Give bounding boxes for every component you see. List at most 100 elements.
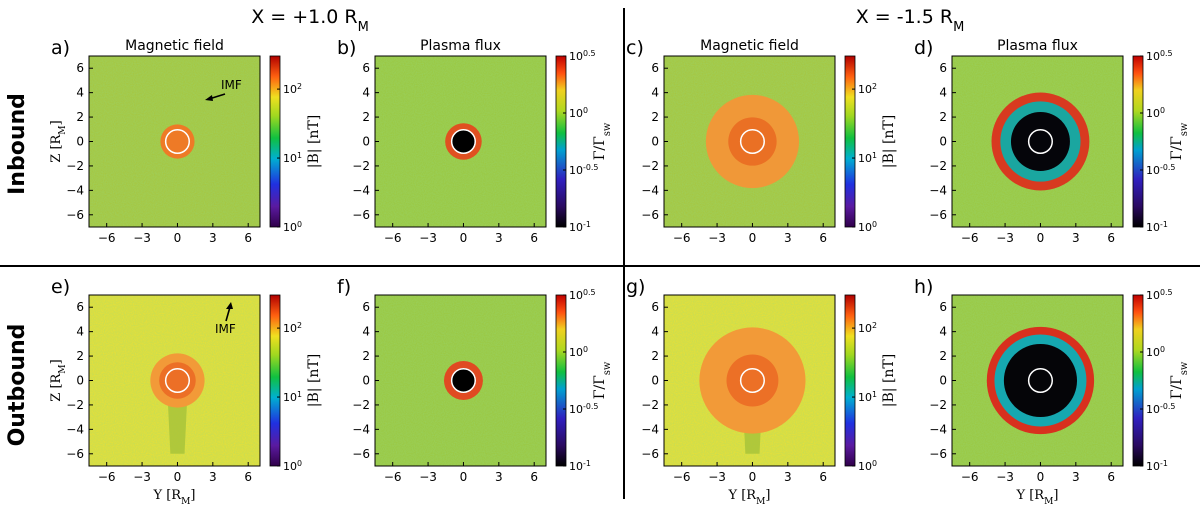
- x-tick-label: 3: [784, 470, 792, 484]
- y-tick-label: 2: [76, 349, 84, 363]
- colorbar-tick-label: 100: [858, 459, 877, 474]
- x-tick-label: 3: [1072, 231, 1080, 245]
- y-tick-label: −4: [66, 422, 84, 436]
- x-tick-label: 6: [1107, 231, 1115, 245]
- panel-title: Magnetic field: [700, 38, 799, 54]
- y-tick-label: −4: [352, 422, 370, 436]
- colorbar-tick-label: 100: [283, 220, 302, 235]
- region-ring-1: [726, 354, 779, 407]
- panel-letter: g): [626, 276, 645, 298]
- y-tick-label: −2: [66, 398, 84, 412]
- y-tick-label: −4: [641, 422, 659, 436]
- x-tick-label: 6: [819, 470, 827, 484]
- colorbar-tick-label: 10-0.5: [1146, 163, 1175, 178]
- colorbar-tick-label: 100: [283, 459, 302, 474]
- x-tick-label: −6: [961, 470, 979, 484]
- colorbar-tick-label: 100: [569, 345, 588, 360]
- y-tick-label: −4: [929, 422, 947, 436]
- panel-a: −6 −3 0 3 6 6 4 2 0 −2 −4 −6 a) Magnetic field Z [RM] I…: [49, 37, 322, 245]
- y-tick-label: 6: [76, 61, 84, 75]
- colorbar: [269, 55, 281, 228]
- x-tick-label: −3: [708, 231, 726, 245]
- colorbar: [269, 294, 281, 467]
- x-axis-label: Y [RM]: [728, 488, 771, 507]
- colorbar-tick-label: 102: [858, 321, 877, 336]
- y-tick-label: 4: [939, 86, 947, 100]
- x-tick-label: 6: [530, 231, 538, 245]
- x-tick-label: 3: [209, 231, 217, 245]
- y-tick-label: 4: [651, 325, 659, 339]
- x-tick-label: 3: [495, 231, 503, 245]
- x-tick-label: −3: [708, 470, 726, 484]
- panel-c: −6 −3 0 3 6 6 4 2 0 −2 −4 −6 c) Magnetic field 102 101 1…: [626, 37, 897, 245]
- colorbar-tick-label: 10-0.5: [569, 163, 598, 178]
- panel-title: Plasma flux: [420, 38, 501, 54]
- x-axis-label: Y [RM]: [1016, 488, 1059, 507]
- y-tick-label: −2: [641, 398, 659, 412]
- y-tick-label: 0: [939, 135, 947, 149]
- x-tick-label: −6: [98, 231, 116, 245]
- y-tick-label: 2: [362, 110, 370, 124]
- planet-outline: [164, 128, 190, 155]
- panel-letter: a): [51, 37, 70, 59]
- y-tick-label: 4: [651, 86, 659, 100]
- colorbar-tick-label: 102: [283, 321, 302, 336]
- x-tick-label: −6: [98, 470, 116, 484]
- panel-letter: c): [626, 37, 644, 59]
- y-tick-label: 4: [362, 86, 370, 100]
- y-tick-label: 6: [651, 300, 659, 314]
- planet-outline: [739, 128, 765, 155]
- y-tick-label: 0: [362, 374, 370, 388]
- panel-letter: d): [914, 37, 933, 59]
- planet-outline: [450, 128, 476, 155]
- colorbar-tick-label: 101: [283, 151, 302, 166]
- y-tick-label: −6: [66, 447, 84, 461]
- y-tick-label: −2: [66, 159, 84, 173]
- colorbar-tick-label: 100.5: [1146, 288, 1173, 303]
- colorbar: [844, 55, 856, 228]
- imf-label: IMF: [215, 322, 236, 336]
- colorbar-tick-label: 100.5: [569, 49, 596, 64]
- colorbar: [1132, 294, 1144, 467]
- panel-g: −6 −3 0 3 6 6 4 2 0 −2 −4 −6 g) Y [RM] 102 101 100 |B| [n…: [626, 276, 897, 507]
- colorbar: [555, 294, 567, 467]
- x-tick-label: 6: [244, 470, 252, 484]
- panel-letter: e): [51, 276, 70, 298]
- colorbar-tick-label: 100.5: [1146, 49, 1173, 64]
- x-tick-label: 6: [819, 231, 827, 245]
- y-tick-label: 2: [651, 110, 659, 124]
- x-tick-label: 0: [1037, 470, 1045, 484]
- colorbar-tick-label: 10-1: [569, 459, 591, 474]
- colorbar-tick-label: 10-1: [569, 220, 591, 235]
- y-tick-label: 6: [362, 300, 370, 314]
- y-axis-label: Z [RM]: [49, 359, 68, 401]
- planet-outline: [739, 367, 765, 394]
- y-tick-label: 4: [76, 325, 84, 339]
- y-tick-label: −2: [929, 159, 947, 173]
- y-tick-label: 2: [939, 349, 947, 363]
- x-tick-label: 0: [460, 231, 468, 245]
- colorbar-label: |B| [nT]: [306, 354, 322, 407]
- colorbar-tick-label: 100: [569, 106, 588, 121]
- planet-outline: [450, 367, 476, 394]
- planet-outline: [1027, 367, 1053, 394]
- colorbar: [1132, 55, 1144, 228]
- panel-f: −6 −3 0 3 6 6 4 2 0 −2 −4 −6 f) 100.5 100 10-0.5 10-1 Γ/Γ…: [337, 276, 613, 484]
- colorbar-tick-label: 100: [1146, 345, 1165, 360]
- y-tick-label: 0: [362, 135, 370, 149]
- y-tick-label: −6: [641, 208, 659, 222]
- x-tick-label: 6: [530, 470, 538, 484]
- x-tick-label: 0: [174, 231, 182, 245]
- colorbar-tick-label: 10-1: [1146, 220, 1168, 235]
- y-tick-label: 0: [651, 374, 659, 388]
- colorbar-tick-label: 101: [283, 390, 302, 405]
- y-tick-label: −2: [352, 159, 370, 173]
- y-tick-label: 6: [939, 61, 947, 75]
- colorbar-tick-label: 10-0.5: [569, 402, 598, 417]
- panel-b: −6 −3 0 3 6 6 4 2 0 −2 −4 −6 b) Plasma flux 100.5 100 10…: [337, 37, 613, 245]
- row-label-outbound: Outbound: [5, 324, 30, 447]
- x-tick-label: 0: [749, 231, 757, 245]
- y-tick-label: 0: [76, 374, 84, 388]
- x-tick-label: 3: [1072, 470, 1080, 484]
